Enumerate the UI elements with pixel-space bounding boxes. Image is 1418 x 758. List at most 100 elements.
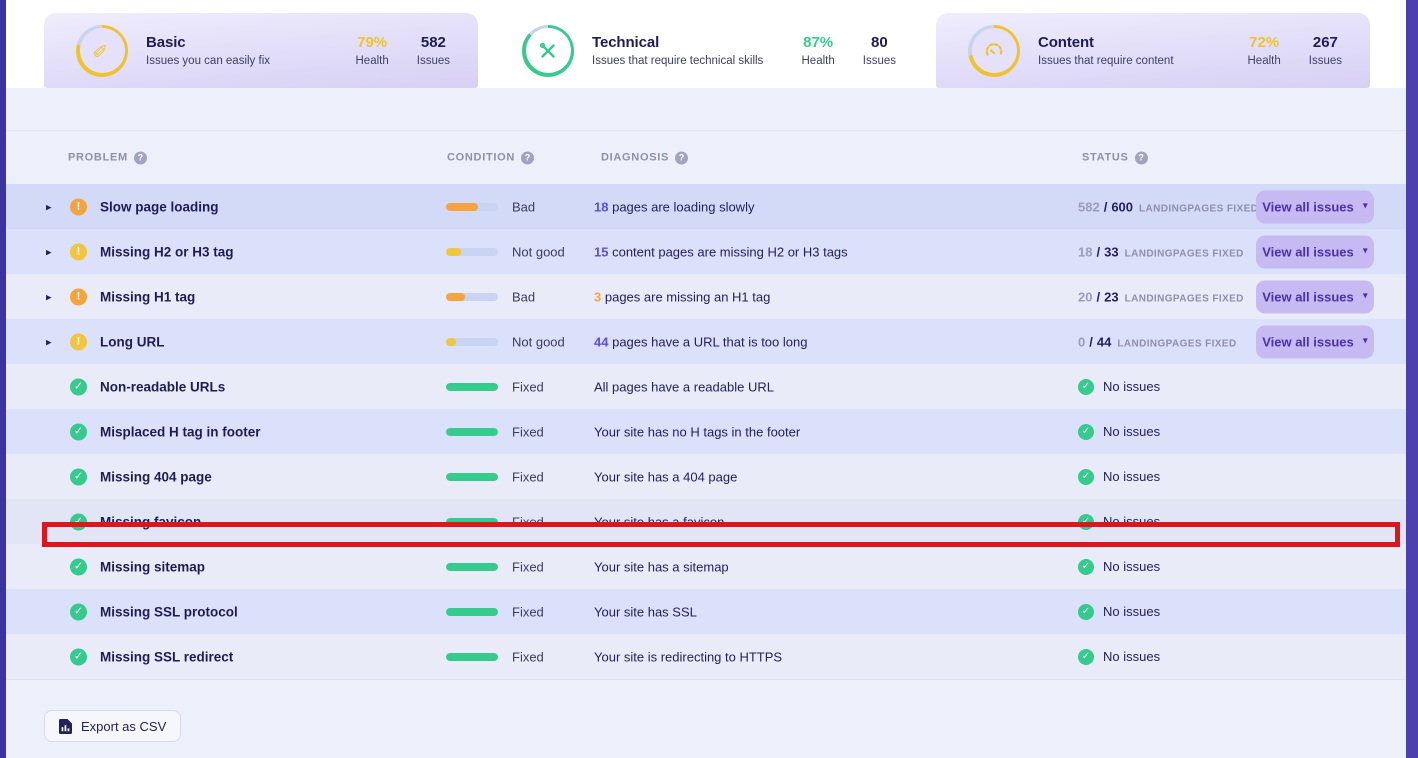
issues-label: Issues [416, 55, 450, 67]
problem-label: Slow page loading [100, 199, 219, 214]
warning-icon: ! [70, 333, 87, 350]
status-fraction: 582/600 LANDINGPAGES FIXED [1078, 199, 1259, 214]
status-fraction: 18/33 LANDINGPAGES FIXED [1078, 244, 1244, 259]
issues-label: Issues [1308, 55, 1342, 67]
warning-icon: ! [70, 198, 87, 215]
health-percent: 72% [1249, 34, 1280, 51]
table-row[interactable]: ▸! Missing H1 tag Bad 3 pages are missing a… [6, 274, 1406, 319]
problem-label: Missing favicon [100, 514, 202, 529]
help-icon[interactable]: ? [1134, 151, 1148, 164]
chevron-down-icon: ▾ [1362, 335, 1368, 347]
column-header-problem: PROBLEM [68, 151, 128, 164]
problem-label: Missing SSL redirect [100, 649, 234, 664]
problem-label: Missing H2 or H3 tag [100, 244, 234, 259]
export-csv-label: Export as CSV [81, 718, 167, 734]
tab-subtitle: Issues that require technical skills [592, 55, 764, 67]
condition-label: Fixed [512, 379, 544, 394]
condition-bar [446, 382, 498, 391]
health-label: Health [801, 55, 835, 67]
view-all-issues-button[interactable]: View all issues ▾ [1256, 190, 1374, 223]
table-rows: ▸! Slow page loading Bad 18 pages are loadi… [6, 184, 1406, 679]
tools-icon [539, 42, 555, 58]
tab-title: Content [1038, 34, 1094, 51]
condition-label: Not good [512, 244, 565, 259]
export-csv-button[interactable]: Export as CSV [44, 710, 182, 742]
view-all-issues-button[interactable]: View all issues ▾ [1256, 235, 1374, 268]
condition-bar [446, 562, 498, 571]
table-footer: Export as CSV [6, 679, 1406, 742]
problem-label: Missing SSL protocol [100, 604, 238, 619]
help-icon[interactable]: ? [675, 151, 689, 164]
window-edge-right [1406, 0, 1418, 758]
problem-label: Missing sitemap [100, 559, 206, 574]
table-row[interactable]: ▸! Missing H2 or H3 tag Not good 15 content… [6, 229, 1406, 274]
export-file-chart-icon [59, 718, 72, 734]
condition-label: Not good [512, 334, 565, 349]
check-icon: ✓ [70, 558, 87, 575]
column-header-status: STATUS [1082, 151, 1129, 164]
check-icon: ✓ [70, 648, 87, 665]
help-icon[interactable]: ? [133, 151, 147, 164]
expand-arrow-icon[interactable]: ▸ [46, 201, 52, 213]
category-tabs: ✎ Basic Issues you can easily fix 79% He… [44, 13, 1370, 88]
diagnosis-text: 15 content pages are missing H2 or H3 ta… [594, 244, 848, 259]
problem-label: Missing 404 page [100, 469, 212, 484]
check-icon: ✓ [1078, 558, 1094, 575]
condition-label: Fixed [512, 514, 544, 529]
status-no-issues: ✓ No issues [1078, 468, 1160, 485]
tab-subtitle: Issues you can easily fix [146, 55, 271, 67]
status-no-issues: ✓ No issues [1078, 603, 1160, 620]
check-icon: ✓ [70, 468, 87, 485]
issues-count: 267 [1312, 34, 1338, 51]
condition-label: Fixed [512, 559, 544, 574]
chevron-down-icon: ▾ [1362, 200, 1368, 212]
diagnosis-count: 15 [594, 244, 609, 259]
health-label: Health [1247, 55, 1281, 67]
table-row: ✓ Missing SSL protocol Fixed Your site has … [6, 589, 1406, 634]
condition-bar [446, 472, 498, 481]
view-all-issues-button[interactable]: View all issues ▾ [1256, 280, 1374, 313]
condition-bar [446, 337, 498, 346]
tab-title: Basic [146, 34, 186, 51]
status-suffix: LANDINGPAGES FIXED [1124, 248, 1244, 259]
check-icon: ✓ [70, 513, 87, 530]
warning-icon: ! [70, 288, 87, 305]
status-fraction: 20/23 LANDINGPAGES FIXED [1078, 289, 1244, 304]
tab-basic[interactable]: ✎ Basic Issues you can easily fix 79% He… [44, 13, 478, 88]
tab-title: Technical [592, 34, 660, 51]
condition-bar [446, 202, 498, 211]
condition-bar [446, 247, 498, 256]
diagnosis-text: Your site has no H tags in the footer [594, 424, 801, 439]
status-no-issues: ✓ No issues [1078, 513, 1160, 530]
condition-bar [446, 652, 498, 661]
table-row: ✓ Missing 404 page Fixed Your site has a 40… [6, 454, 1406, 499]
table-row[interactable]: ▸! Long URL Not good 44 pages have a URL th… [6, 319, 1406, 364]
tab-content[interactable]: Content Issues that require content 72% … [936, 13, 1370, 88]
table-row[interactable]: ▸! Slow page loading Bad 18 pages are loadi… [6, 184, 1406, 229]
expand-arrow-icon[interactable]: ▸ [46, 336, 52, 348]
issues-panel: PROBLEM ? CONDITION ? DIAGNOSIS ? STATUS… [6, 88, 1406, 758]
diagnosis-count: 3 [594, 289, 602, 304]
health-ring [968, 24, 1020, 77]
diagnosis-text: Your site has a sitemap [594, 559, 729, 574]
condition-bar [446, 517, 498, 526]
view-all-issues-button[interactable]: View all issues ▾ [1256, 325, 1374, 358]
diagnosis-count: 44 [594, 334, 609, 349]
status-no-issues: ✓ No issues [1078, 558, 1160, 575]
diagnosis-text: 44 pages have a URL that is too long [594, 334, 808, 349]
help-icon[interactable]: ? [521, 151, 535, 164]
check-icon: ✓ [1078, 513, 1094, 530]
check-icon: ✓ [1078, 648, 1094, 665]
expand-arrow-icon[interactable]: ▸ [46, 246, 52, 258]
health-label: Health [355, 55, 389, 67]
tab-technical[interactable]: Technical Issues that require technical … [490, 13, 924, 88]
check-icon: ✓ [1078, 423, 1094, 440]
condition-label: Fixed [512, 649, 544, 664]
status-suffix: LANDINGPAGES FIXED [1117, 338, 1237, 349]
condition-label: Fixed [512, 469, 544, 484]
expand-arrow-icon[interactable]: ▸ [46, 291, 52, 303]
diagnosis-count: 18 [594, 199, 609, 214]
issues-label: Issues [862, 55, 896, 67]
window-edge-left [0, 0, 6, 758]
diagnosis-text: 3 pages are missing an H1 tag [594, 289, 771, 304]
